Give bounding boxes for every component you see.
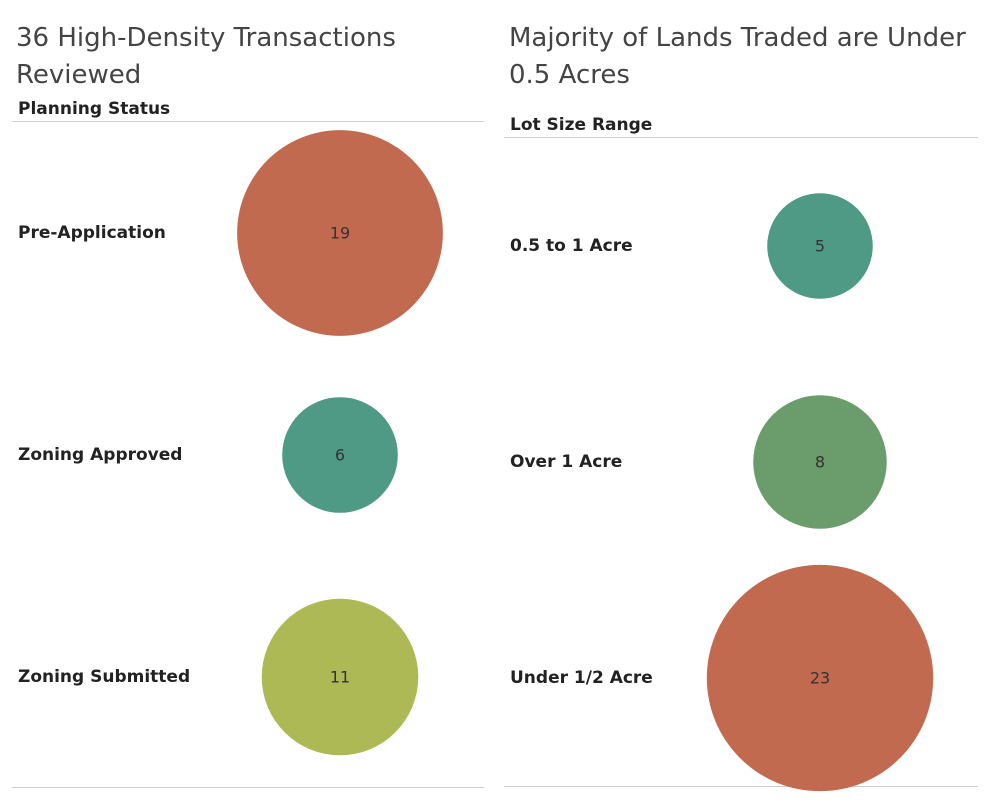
bubble-value-label: 19 — [330, 224, 350, 243]
bottom-divider — [504, 786, 978, 787]
header-divider — [12, 121, 484, 122]
bubble-value-label: 23 — [810, 669, 830, 688]
bubble-value-label: 6 — [335, 446, 345, 465]
bubble-over-1-acre — [753, 395, 887, 529]
bottom-divider — [12, 787, 484, 788]
bubble-value-label: 8 — [815, 453, 825, 472]
chart-title: Majority of Lands Traded are Under 0.5 A… — [509, 23, 966, 90]
row-label: Zoning Submitted — [18, 667, 191, 687]
row-label: Zoning Approved — [18, 445, 183, 465]
header-divider — [504, 137, 978, 138]
chart-title: 36 High-Density Transactions Reviewed — [16, 23, 396, 90]
row-label: Over 1 Acre — [510, 452, 623, 472]
bubble-zoning-approved — [282, 397, 398, 513]
planning-status-panel: 36 High-Density Transactions Reviewed Pl… — [0, 0, 490, 800]
bubble-zoning-submitted — [261, 598, 419, 756]
bubble-plot: 5 8 23 — [706, 193, 934, 792]
row-label: Under 1/2 Acre — [510, 668, 653, 688]
row-label: 0.5 to 1 Acre — [510, 236, 633, 256]
row-header: Lot Size Range — [510, 115, 653, 135]
bubble-0-5-to-1-acre — [767, 193, 873, 299]
row-header: Planning Status — [18, 99, 171, 119]
bubble-pre-application — [237, 130, 443, 336]
bubble-plot: 19 6 11 — [237, 130, 443, 756]
bubble-value-label: 11 — [330, 668, 350, 687]
bubble-value-label: 5 — [815, 237, 825, 256]
row-label: Pre-Application — [18, 223, 166, 243]
lot-size-panel: Majority of Lands Traded are Under 0.5 A… — [500, 0, 990, 800]
bubble-under-1-2-acre — [706, 564, 934, 792]
